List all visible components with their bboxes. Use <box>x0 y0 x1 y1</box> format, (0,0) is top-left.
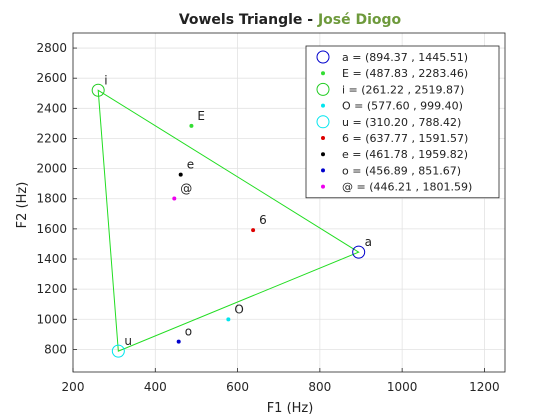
point-labels: a Ei Ou 6 e o @ <box>104 73 372 348</box>
point-7-marker <box>176 339 181 344</box>
point-3-label: O <box>234 302 243 316</box>
y-tick-label: 2600 <box>36 71 67 85</box>
grid-lines <box>72 33 505 372</box>
point-0-label: a <box>365 235 372 249</box>
legend-entry-7-text: o = (456.89 , 851.67) <box>342 164 461 177</box>
chart-title-main: Vowels Triangle <box>179 12 303 28</box>
point-6-marker <box>178 172 183 177</box>
y-tick-label: 1400 <box>36 252 67 266</box>
point-4-label: u <box>124 334 132 348</box>
legend-entry-3-text: O = (577.60 , 999.40) <box>342 100 463 113</box>
legend-entry-2-marker <box>316 82 330 96</box>
axis-ticks <box>72 47 485 372</box>
y-tick-label: 2400 <box>36 101 67 115</box>
legend-entry-6-marker <box>321 152 325 157</box>
point-0-marker <box>352 245 366 259</box>
point-4-marker <box>111 344 125 358</box>
legend-entry-5-marker <box>321 136 325 140</box>
y-tick-label: 1800 <box>36 192 67 206</box>
point-7-label: o <box>185 325 192 339</box>
x-tick-label: 1200 <box>469 380 500 394</box>
vowel-triangle <box>97 89 360 352</box>
legend-box <box>305 45 500 199</box>
legend-entry-6-text: e = (461.78 , 1959.82) <box>342 148 468 161</box>
legend: a = (894.37 , 1445.51) E = (487.83 , 2283… <box>305 45 500 199</box>
y-tick-label: 1600 <box>36 222 67 236</box>
point-1-label: E <box>197 109 205 123</box>
legend-entry-8-text: @ = (446.21 , 1801.59) <box>342 181 472 194</box>
legend-entry-2-text: i = (261.22 , 2519.87) <box>342 83 464 96</box>
point-5-marker <box>251 228 256 233</box>
x-tick-label: 400 <box>144 380 167 394</box>
x-tick-label: 1000 <box>387 380 418 394</box>
y-tick-label: 2000 <box>36 162 67 176</box>
y-tick-label: 800 <box>44 342 67 356</box>
legend-entry-0-marker <box>316 50 330 64</box>
data-points <box>91 83 366 358</box>
point-3-marker <box>226 317 231 322</box>
y-tick-labels: 800 1000 1200 1400 1600 1800 2000 2200 2400 2600 2… <box>36 41 67 356</box>
plot-area-frame <box>72 32 506 373</box>
point-5-label: 6 <box>259 213 267 227</box>
point-1-marker <box>189 123 194 128</box>
legend-entry-4-marker <box>316 115 330 129</box>
legend-entry-1-marker <box>321 71 325 76</box>
x-axis-label: F1 (Hz) <box>267 401 314 416</box>
legend-entry-5-text: 6 = (637.77 , 1591.57) <box>342 132 468 145</box>
chart-title-author: José Diogo <box>317 12 402 28</box>
legend-entry-0-text: a = (894.37 , 1445.51) <box>342 51 468 64</box>
x-tick-label: 800 <box>308 380 331 394</box>
legend-entry-7-marker <box>321 168 325 173</box>
point-2-marker <box>91 83 105 97</box>
y-tick-label: 2200 <box>36 131 67 145</box>
y-tick-label: 2800 <box>36 41 67 55</box>
point-8-label: @ <box>180 181 192 195</box>
x-tick-label: 200 <box>62 380 85 394</box>
x-tick-label: 600 <box>226 380 249 394</box>
point-6-label: e <box>187 158 194 172</box>
legend-entry-8-marker <box>321 184 325 189</box>
chart-title-separator: - <box>302 12 318 28</box>
y-tick-label: 1200 <box>36 282 67 296</box>
legend-entry-4-text: u = (310.20 , 788.42) <box>342 116 461 129</box>
y-axis-label: F2 (Hz) <box>15 182 30 229</box>
chart-title: Vowels Triangle - José Diogo <box>179 12 402 28</box>
point-2-label: i <box>104 73 107 87</box>
x-tick-labels: 200 400 600 800 1000 1200 <box>62 380 500 394</box>
legend-entry-3-marker <box>321 103 325 108</box>
legend-entry-1-text: E = (487.83 , 2283.46) <box>342 67 468 80</box>
y-tick-label: 1000 <box>36 312 67 326</box>
point-8-marker <box>172 196 177 201</box>
